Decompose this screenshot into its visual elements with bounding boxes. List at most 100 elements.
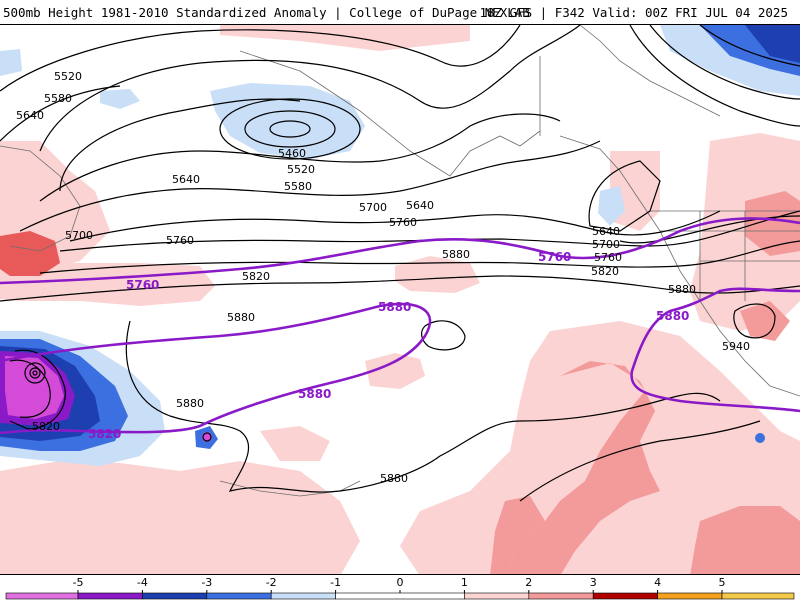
contour-line (125, 320, 721, 493)
anomaly-map[interactable]: 5520 5580 5640 5460 5520 5580 5640 5700 … (0, 24, 800, 575)
contour-line (619, 215, 800, 244)
legend-swatch (528, 592, 594, 600)
climo-label: 5880 (656, 309, 689, 323)
neg-anomaly-region-dark (745, 25, 800, 63)
contour-line (733, 303, 776, 339)
contour-line (699, 25, 800, 67)
legend-tick-label: -2 (266, 576, 277, 589)
map-header: 500mb Height 1981-2010 Standardized Anom… (0, 0, 800, 24)
contour-line (29, 367, 41, 379)
contour-label: 5580 (44, 92, 72, 105)
legend-swatch (206, 592, 272, 600)
contour-line (629, 25, 800, 127)
contour-label: 5880 (380, 472, 408, 485)
contour-label: 5640 (406, 199, 434, 212)
legend-swatch (464, 592, 530, 600)
climo-line (0, 302, 432, 435)
climo-label: 5820 (88, 427, 121, 441)
contour-labels: 5520 5580 5640 5460 5520 5580 5640 5700 … (16, 70, 750, 485)
legend-tick-label: -1 (330, 576, 341, 589)
contour-label: 5580 (284, 180, 312, 193)
model-run-info: 18Z GFS | F342 Valid: 00Z FRI JUL 04 202… (479, 5, 788, 20)
contour-label: 5820 (32, 420, 60, 433)
legend-ticks: -5 -4 -3 -2 -1 0 1 2 3 4 5 (73, 576, 726, 593)
climo-line (630, 287, 800, 413)
legend-swatch (335, 592, 465, 600)
contour-line (59, 210, 800, 252)
contour-line (0, 275, 800, 302)
climatology-labels: 5760 5760 5880 5880 5880 5820 (88, 250, 689, 441)
contour-label: 5700 (592, 238, 620, 251)
neg-anomaly-region (100, 89, 140, 109)
legend-bins (5, 592, 795, 600)
legend-swatch (721, 592, 795, 600)
legend-swatch (657, 592, 723, 600)
legend-swatch (592, 592, 658, 600)
contour-line (519, 420, 761, 502)
neg-anomaly-spot (202, 432, 212, 442)
contour-label: 5880 (227, 311, 255, 324)
height-contours (0, 25, 800, 502)
neg-anomaly-region (0, 49, 22, 76)
color-scale-legend: -5 -4 -3 -2 -1 0 1 2 3 4 5 (0, 575, 800, 600)
contour-line (244, 110, 336, 148)
map-svg: 5520 5580 5640 5460 5520 5580 5640 5700 … (0, 25, 800, 574)
contour-label: 5700 (65, 229, 93, 242)
contour-line (0, 25, 521, 92)
contour-line (39, 25, 581, 152)
coastlines (0, 25, 800, 497)
coastline (239, 50, 541, 177)
contour-line (269, 120, 311, 138)
legend-tick-label: 3 (590, 576, 597, 589)
contour-label: 5760 (389, 216, 417, 229)
legend-tick-label: -3 (201, 576, 212, 589)
contour-line (219, 98, 361, 160)
pos-anomaly-region-strong (690, 506, 800, 574)
climo-label: 5880 (298, 387, 331, 401)
climo-label: 5760 (126, 278, 159, 292)
legend-tick-label: -4 (137, 576, 148, 589)
climatology-contours (0, 217, 800, 435)
pos-anomaly-region-strong (490, 496, 545, 574)
pos-anomaly-region-strong (745, 191, 800, 256)
contour-label: 5820 (242, 270, 270, 283)
climo-line (0, 217, 800, 285)
legend-tick-label: 0 (397, 576, 404, 589)
contour-label: 5520 (54, 70, 82, 83)
legend-tick-label: 1 (461, 576, 468, 589)
contour-label: 5700 (359, 201, 387, 214)
contour-label: 5520 (287, 163, 315, 176)
neg-anomaly-spot (755, 433, 765, 443)
legend-swatch (77, 592, 143, 600)
pos-anomaly-region (260, 426, 330, 461)
contour-label: 5940 (722, 340, 750, 353)
contour-label: 5760 (166, 234, 194, 247)
contour-line (202, 432, 212, 442)
pos-anomaly-region-strong (740, 301, 790, 341)
contour-line (19, 140, 601, 232)
contour-line (588, 160, 661, 232)
contour-line (9, 359, 51, 418)
contour-label: 5880 (668, 283, 696, 296)
pos-anomaly-region-strong (505, 361, 660, 574)
legend-tick-label: 2 (525, 576, 532, 589)
climo-label: 5880 (378, 300, 411, 314)
contour-line (421, 320, 466, 351)
contour-label: 5880 (176, 397, 204, 410)
climo-label: 5760 (538, 250, 571, 264)
contour-line (39, 240, 800, 274)
contour-line (39, 113, 561, 202)
contour-label: 5760 (594, 251, 622, 264)
coastline (579, 25, 721, 117)
pos-anomaly-region-strong (0, 231, 60, 276)
legend-swatch (270, 592, 336, 600)
coastline (559, 135, 800, 397)
coastline (0, 145, 81, 252)
legend-tick-label: -5 (73, 576, 84, 589)
contour-line (9, 349, 66, 430)
legend-svg: -5 -4 -3 -2 -1 0 1 2 3 4 5 (5, 576, 795, 600)
contour-label: 5640 (16, 109, 44, 122)
pos-anomaly-region (220, 25, 470, 51)
contour-line (24, 362, 46, 384)
